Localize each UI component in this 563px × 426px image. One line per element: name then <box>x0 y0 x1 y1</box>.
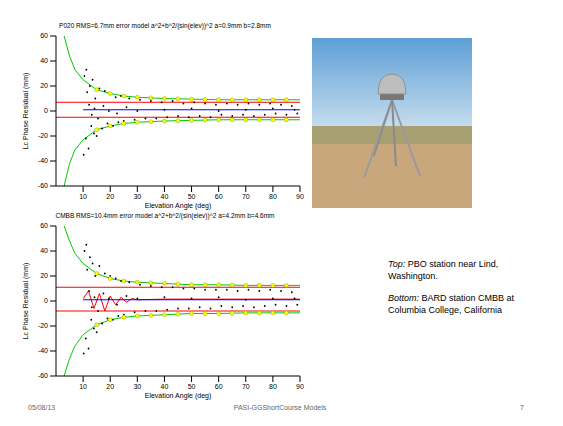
svg-text:60: 60 <box>215 383 223 390</box>
svg-text:20: 20 <box>40 82 48 89</box>
svg-text:40: 40 <box>40 247 48 254</box>
svg-text:-20: -20 <box>38 322 48 329</box>
svg-text:-40: -40 <box>38 157 48 164</box>
svg-text:20: 20 <box>40 272 48 279</box>
html-text:P020 RMS=6.7mm error model a^2: P020 RMS=6.7mm error model a^2+b^2/(sin(… <box>59 22 271 29</box>
svg-text:10: 10 <box>79 193 87 200</box>
html-text:7: 7 <box>520 404 524 411</box>
svg-text:10: 10 <box>79 383 87 390</box>
svg-text:60: 60 <box>215 193 223 200</box>
svg-text:40: 40 <box>40 57 48 64</box>
svg-text:50: 50 <box>188 383 196 390</box>
svg-text:0: 0 <box>44 107 48 114</box>
svg-text:70: 70 <box>242 193 250 200</box>
html-text:CMBB RMS=10.4mm error model a^: CMBB RMS=10.4mm error model a^2+b^2/(sin… <box>55 212 275 219</box>
svg-text:20: 20 <box>106 383 114 390</box>
svg-text:50: 50 <box>188 193 196 200</box>
svg-text:Elevation Angle (deg): Elevation Angle (deg) <box>145 202 212 210</box>
svg-text:Lc Phase Residual (mm): Lc Phase Residual (mm) <box>22 73 30 150</box>
svg-text:80: 80 <box>269 383 277 390</box>
svg-text:-60: -60 <box>38 372 48 379</box>
svg-text:90: 90 <box>296 193 304 200</box>
svg-text:70: 70 <box>242 383 250 390</box>
svg-text:20: 20 <box>106 193 114 200</box>
svg-text:90: 90 <box>296 383 304 390</box>
svg-text:40: 40 <box>161 383 169 390</box>
html-text:05/08/13: 05/08/13 <box>28 404 56 411</box>
svg-text:30: 30 <box>133 383 141 390</box>
svg-text:-20: -20 <box>38 132 48 139</box>
svg-text:80: 80 <box>269 193 277 200</box>
svg-text:60: 60 <box>40 32 48 39</box>
svg-text:Lc Phase Residual (mm): Lc Phase Residual (mm) <box>22 263 30 340</box>
svg-text:0: 0 <box>44 297 48 304</box>
html-text:PASI-GGShortCourse Models: PASI-GGShortCourse Models <box>233 404 327 411</box>
html-text:Bottom: BARD station CMBB at C: Bottom: BARD station CMBB at Columbia Co… <box>388 293 515 315</box>
svg-text:Elevation Angle (deg): Elevation Angle (deg) <box>145 392 212 400</box>
svg-text:-60: -60 <box>38 182 48 189</box>
svg-text:40: 40 <box>161 193 169 200</box>
svg-text:60: 60 <box>40 222 48 229</box>
html-text:Top: PBO station near Lind, Wa: Top: PBO station near Lind, Washington. <box>388 259 499 281</box>
svg-text:30: 30 <box>133 193 141 200</box>
svg-text:-40: -40 <box>38 347 48 354</box>
